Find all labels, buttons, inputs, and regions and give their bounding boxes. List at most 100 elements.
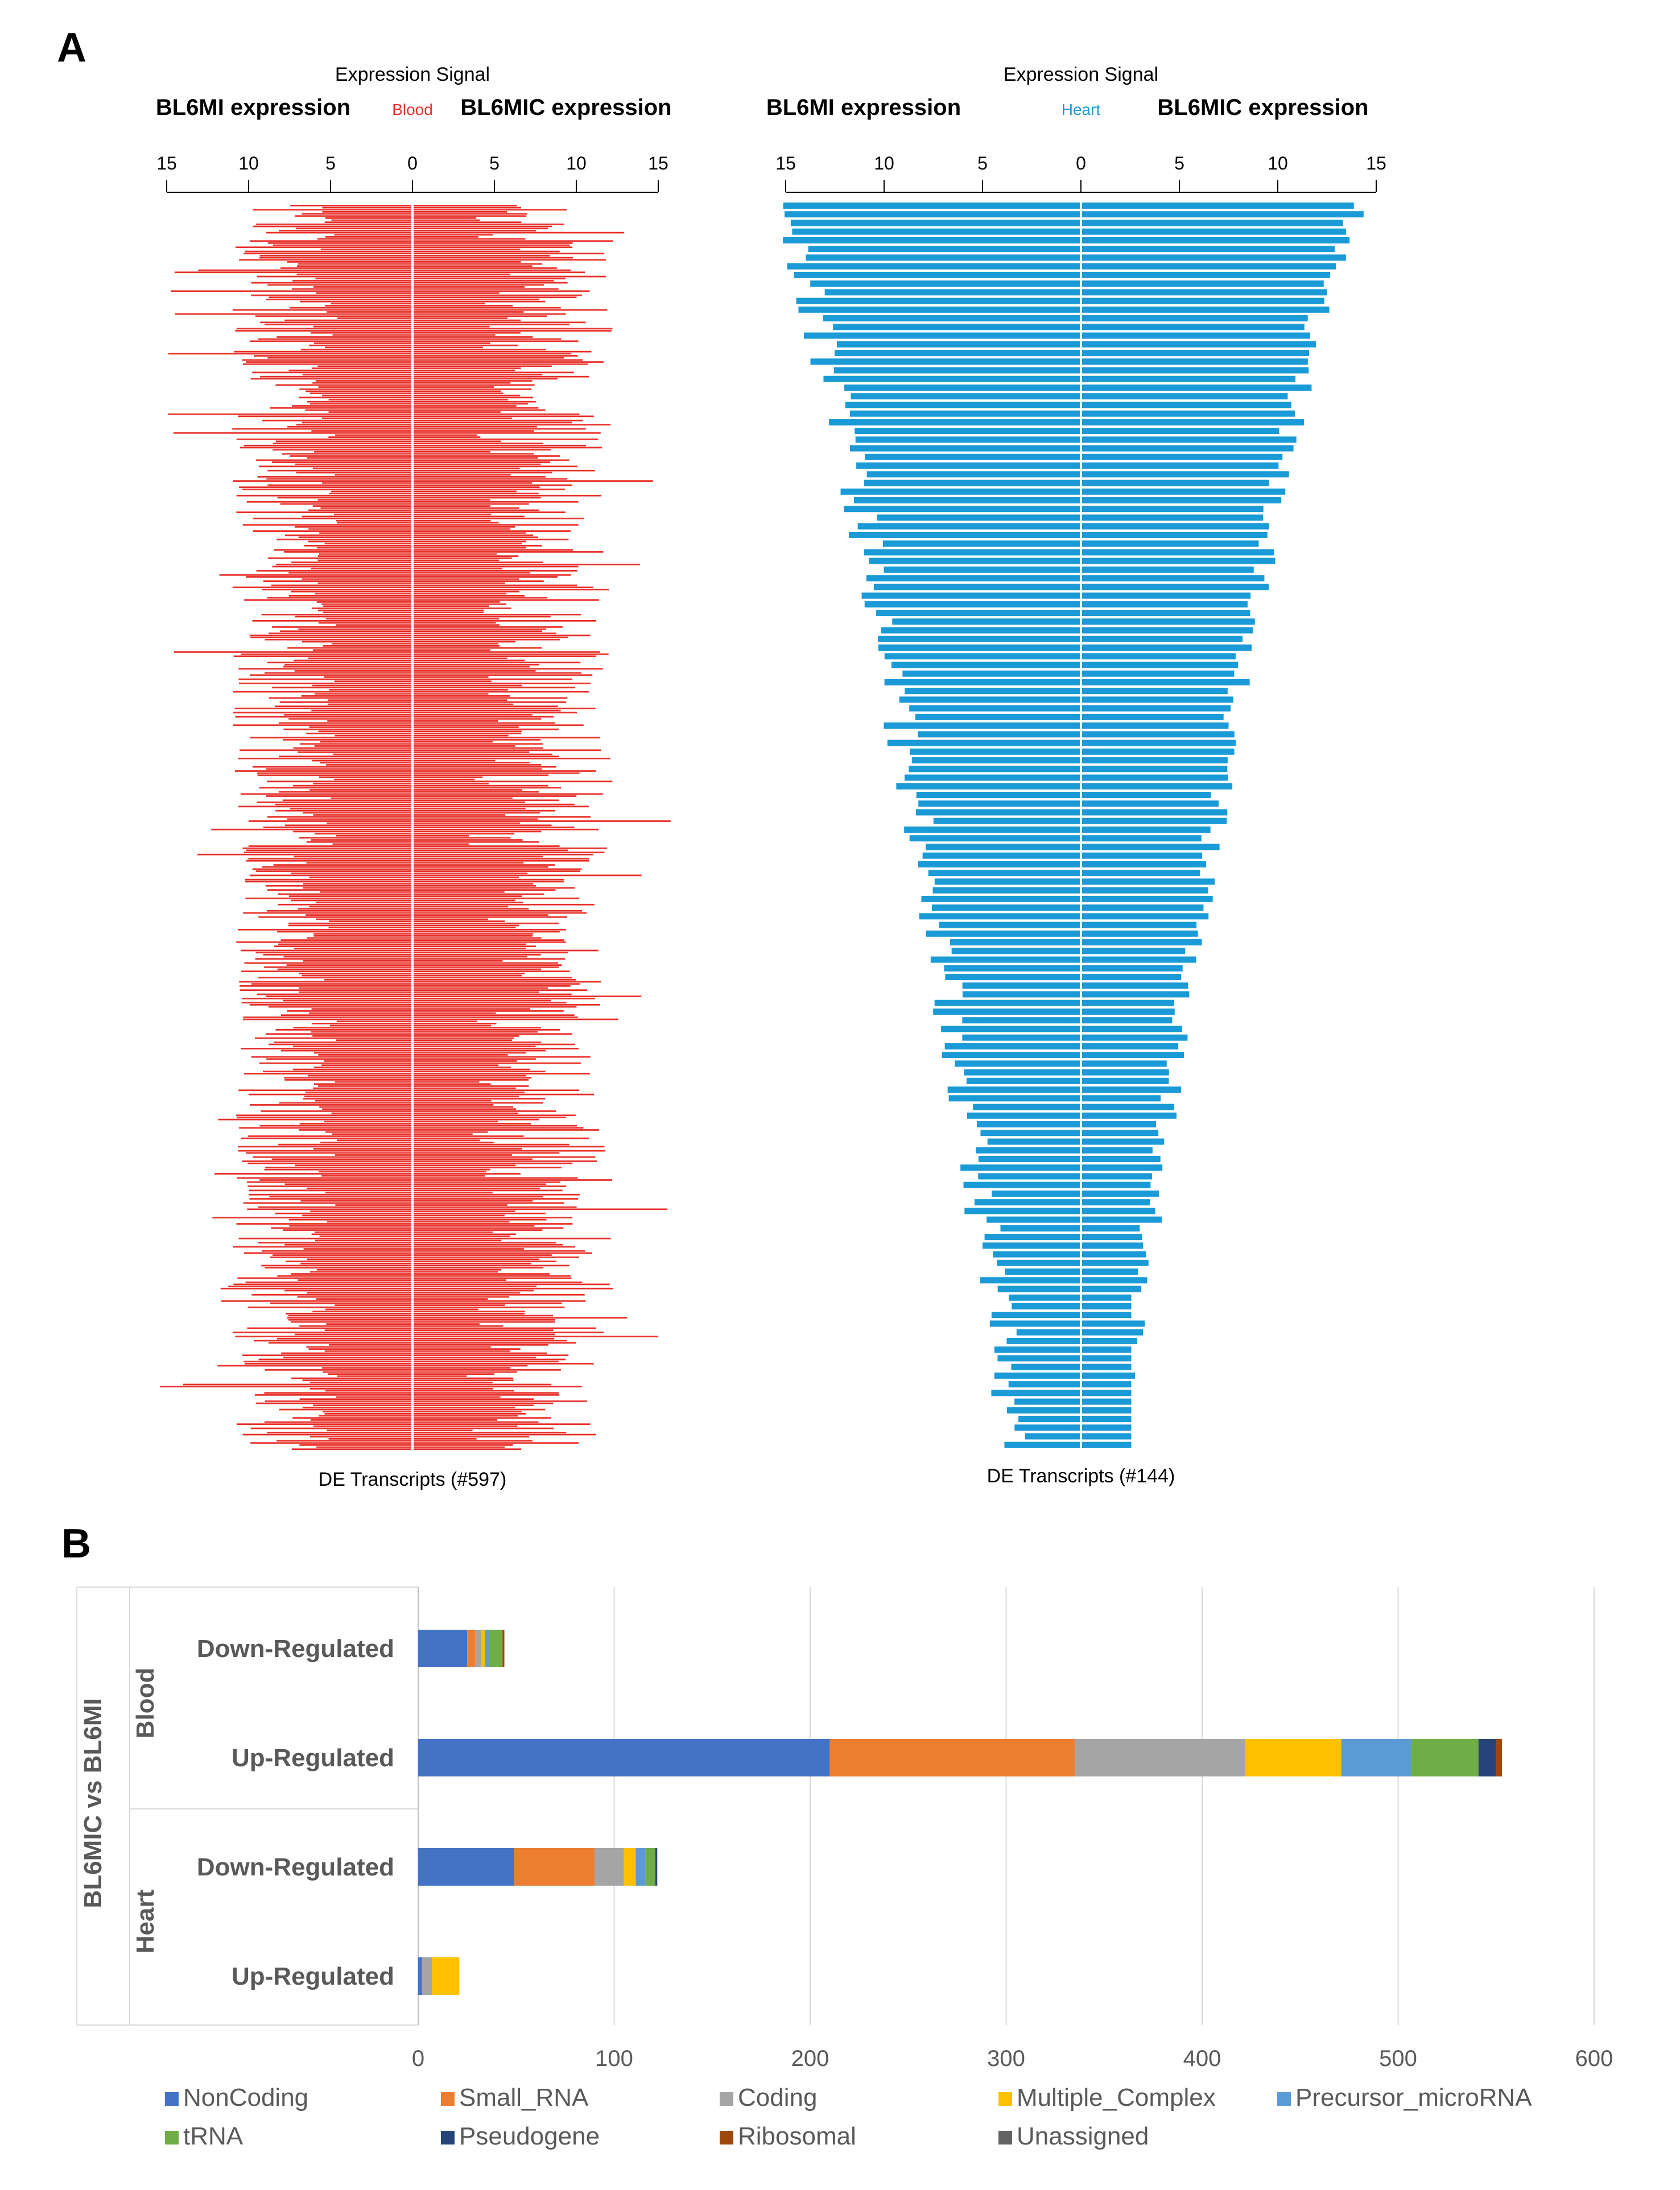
category-label: Up-Regulated bbox=[232, 1962, 394, 1990]
expression-bar-left bbox=[236, 1114, 412, 1117]
expression-bar-left bbox=[264, 1392, 412, 1394]
expression-bar-right bbox=[1082, 566, 1254, 573]
expression-bar-left bbox=[265, 1167, 412, 1168]
expression-bar-left bbox=[265, 1400, 412, 1402]
expression-bar-left bbox=[251, 1294, 412, 1296]
x-tick-label: 500 bbox=[1379, 2046, 1417, 2071]
expression-bar-left bbox=[314, 693, 412, 695]
expression-bar-right bbox=[1082, 1268, 1138, 1275]
expression-bar-left bbox=[313, 935, 412, 937]
expression-bar-left bbox=[282, 453, 412, 455]
expression-bar-left bbox=[300, 300, 412, 303]
expression-bar-left bbox=[235, 330, 412, 332]
expression-bar-left bbox=[261, 1250, 412, 1252]
expression-bar-left bbox=[252, 620, 412, 622]
expression-bar-right bbox=[1082, 1363, 1132, 1370]
expression-bar-right bbox=[414, 601, 500, 603]
expression-bar-right bbox=[414, 841, 539, 843]
heart-bars bbox=[783, 200, 1364, 1454]
expression-bar-right bbox=[414, 482, 532, 484]
expression-bar-left bbox=[278, 943, 412, 945]
blood-expression-chart: Expression Signal BL6MI expression Blood… bbox=[156, 64, 672, 1490]
expression-bar-left bbox=[266, 768, 412, 770]
expression-bar-left bbox=[884, 679, 1081, 685]
expression-bar-left bbox=[309, 877, 412, 878]
expression-bar-right bbox=[414, 981, 601, 983]
expression-bar-left bbox=[242, 997, 412, 999]
expression-bar-right bbox=[414, 409, 546, 411]
expression-bar-right bbox=[1082, 757, 1228, 764]
expression-bar-right bbox=[414, 578, 519, 580]
expression-bar-right bbox=[414, 255, 550, 257]
expression-bar-left bbox=[302, 974, 412, 977]
expression-bar-left bbox=[1004, 1441, 1081, 1448]
expression-bar-left bbox=[252, 371, 412, 374]
expression-bar-left bbox=[249, 737, 412, 739]
expression-bar-left bbox=[909, 766, 1081, 772]
expression-bar-right bbox=[1082, 1216, 1162, 1223]
expression-bar-left bbox=[242, 847, 412, 849]
expression-bar-right bbox=[1082, 705, 1231, 712]
category-frame bbox=[76, 1586, 418, 2026]
expression-bar-right bbox=[414, 586, 593, 589]
category-label: Down-Regulated bbox=[197, 1853, 394, 1881]
expression-bar-left bbox=[337, 1139, 412, 1142]
expression-bar-right bbox=[414, 862, 524, 864]
expression-bar-right bbox=[414, 1167, 562, 1168]
expression-bar-left bbox=[324, 1121, 412, 1123]
expression-bar-left bbox=[303, 883, 412, 885]
expression-bar-right bbox=[414, 588, 609, 590]
expression-bar-left bbox=[275, 1028, 412, 1031]
expression-bar-left bbox=[1018, 1416, 1081, 1423]
expression-bar-right bbox=[414, 1208, 668, 1210]
expression-bar-right bbox=[414, 399, 508, 400]
expression-bar-right bbox=[1082, 497, 1282, 503]
stacked-segment bbox=[485, 1630, 489, 1667]
expression-bar-left bbox=[1005, 1268, 1081, 1275]
expression-bar-right bbox=[414, 912, 587, 914]
expression-bar-right bbox=[414, 1344, 548, 1346]
expression-bar-left bbox=[909, 835, 1081, 842]
legend-swatch bbox=[1277, 2092, 1291, 2106]
expression-bar-left bbox=[325, 1131, 412, 1133]
expression-bar-right bbox=[414, 215, 527, 217]
expression-bar-left bbox=[257, 774, 412, 776]
stacked-segment bbox=[481, 1630, 485, 1667]
stacked-y-label: BL6MIC vs BL6MI bbox=[79, 1698, 107, 1908]
expression-bar-left bbox=[280, 630, 412, 633]
expression-bar-right bbox=[414, 1321, 555, 1323]
expression-bar-right bbox=[414, 1123, 531, 1125]
expression-bar-right bbox=[414, 369, 515, 371]
expression-bar-left bbox=[307, 457, 412, 459]
expression-bar-right bbox=[414, 267, 557, 269]
expression-bar-left bbox=[960, 1164, 1081, 1171]
expression-bar-right bbox=[414, 1387, 493, 1390]
expression-bar-right bbox=[414, 1440, 533, 1442]
expression-bar-right bbox=[414, 274, 510, 275]
expression-bar-right bbox=[1082, 228, 1346, 235]
expression-bar-left bbox=[324, 1329, 412, 1331]
expression-bar-left bbox=[248, 858, 412, 860]
expression-bar-right bbox=[414, 1189, 563, 1192]
expression-bar-right bbox=[414, 325, 490, 328]
expression-bar-left bbox=[962, 991, 1081, 998]
expression-bar-left bbox=[303, 812, 412, 814]
expression-bar-left bbox=[263, 1071, 412, 1073]
expression-bar-right bbox=[1082, 1277, 1147, 1284]
expression-bar-right bbox=[414, 349, 546, 350]
expression-bar-left bbox=[292, 405, 412, 407]
expression-bar-right bbox=[414, 787, 562, 789]
expression-bar-left bbox=[319, 776, 412, 778]
expression-bar-right bbox=[414, 580, 544, 582]
expression-bar-left bbox=[321, 1064, 412, 1067]
expression-bar-right bbox=[1082, 1086, 1182, 1093]
expression-bar-left bbox=[306, 841, 412, 843]
expression-bar-right bbox=[1082, 514, 1264, 521]
expression-bar-left bbox=[254, 1340, 412, 1342]
expression-bar-right bbox=[414, 568, 502, 570]
expression-bar-right bbox=[414, 1340, 567, 1342]
expression-bar-left bbox=[294, 856, 412, 858]
legend-swatch bbox=[998, 2131, 1012, 2144]
expression-bar-left bbox=[267, 889, 412, 891]
expression-bar-left bbox=[1006, 1337, 1081, 1344]
